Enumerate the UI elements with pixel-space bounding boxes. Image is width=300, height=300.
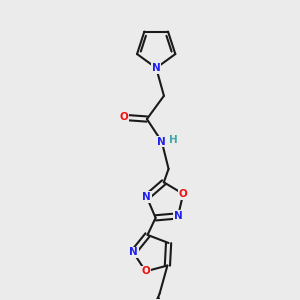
Text: N: N bbox=[152, 63, 161, 73]
Text: N: N bbox=[129, 248, 138, 257]
Text: O: O bbox=[179, 189, 188, 199]
Text: N: N bbox=[142, 192, 151, 202]
Text: N: N bbox=[158, 136, 166, 147]
Text: H: H bbox=[169, 135, 178, 146]
Text: N: N bbox=[174, 211, 182, 221]
Text: O: O bbox=[119, 112, 128, 122]
Text: O: O bbox=[141, 266, 150, 276]
